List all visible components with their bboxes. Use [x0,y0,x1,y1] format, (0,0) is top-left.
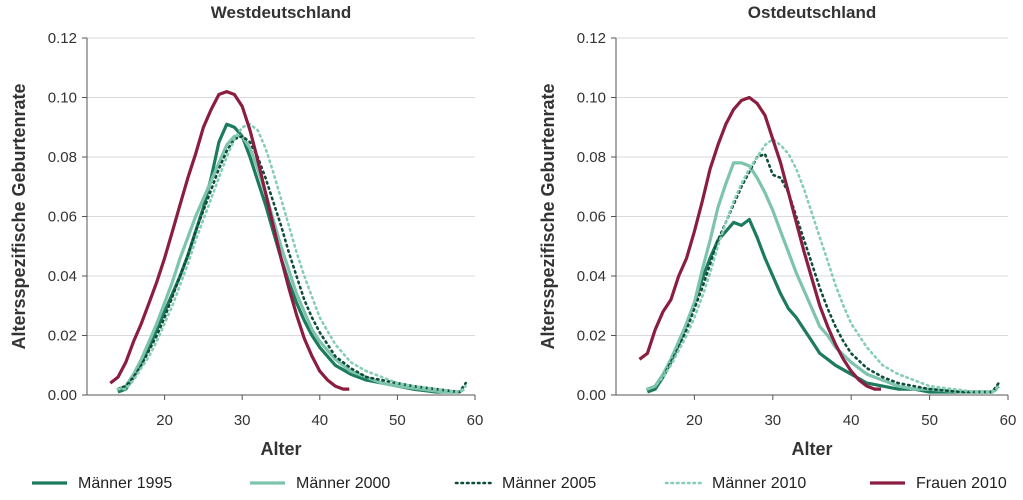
legend-item: Männer 1995 [32,475,172,492]
y-tick-label: 0.06 [577,209,606,226]
y-tick-label: 0.10 [577,90,606,107]
series-line-m-nner-2010 [116,123,467,394]
y-tick-label: 0.00 [48,387,77,404]
chart-title: Ostdeutschland [748,3,876,22]
y-tick-label: 0.08 [48,149,77,166]
y-tick-label: 0.02 [48,328,77,345]
panel-west: Westdeutschland 0.00 0.02 0.04 0.06 0.08 0.10 0… [9,3,483,459]
legend-label: Frauen 2010 [916,475,1007,492]
x-axis-label: Alter [791,439,832,459]
series-line-m-nner-1995 [117,122,465,394]
x-tick-label: 40 [843,412,860,429]
series-line-m-nner-2005 [116,134,467,394]
legend-item: Männer 2005 [454,475,596,492]
legend-label: Männer 2005 [502,475,596,492]
y-tick-label: 0.02 [577,328,606,345]
legend-item: Männer 2010 [664,475,806,492]
y-tick-label: 0.06 [48,209,77,226]
series-line-m-nner-2010 [646,137,1000,394]
y-tick-label: 0.12 [577,30,606,47]
y-tick-label: 0.04 [577,268,606,285]
legend-item: Frauen 2010 [870,475,1007,492]
legend-item: Männer 2000 [250,475,390,492]
x-tick-label: 30 [234,412,251,429]
legend-label: Männer 1995 [78,475,172,492]
legend-label: Männer 2010 [712,475,806,492]
chart-title: Westdeutschland [211,3,351,22]
legend: Männer 1995 Männer 2000 Männer 2005 Männer … [32,475,1007,492]
y-tick-label: 0.04 [48,268,77,285]
x-tick-label: 60 [1000,412,1017,429]
series-line-frauen-2010 [109,90,350,391]
x-tick-label: 30 [764,412,781,429]
x-tick-label: 50 [921,412,938,429]
y-tick-label: 0.08 [577,149,606,166]
x-tick-label: 40 [311,412,328,429]
x-tick-label: 60 [467,412,484,429]
x-tick-label: 20 [686,412,703,429]
x-tick-label: 50 [389,412,406,429]
series-line-frauen-2010 [638,95,881,391]
y-axis-label: Altersspezifische Geburtenrate [9,83,29,349]
series-line-m-nner-2000 [117,134,465,394]
series-line-m-nner-2000 [646,161,998,394]
series-line-m-nner-2005 [646,152,1000,394]
y-axis-label: Altersspezifische Geburtenrate [538,83,558,349]
legend-label: Männer 2000 [296,475,390,492]
y-tick-label: 0.00 [577,387,606,404]
x-axis-label: Alter [260,439,301,459]
y-tick-label: 0.10 [48,90,77,107]
y-tick-label: 0.12 [48,30,77,47]
x-tick-label: 20 [156,412,173,429]
panel-east: Ostdeutschland 0.00 0.02 0.04 0.06 0.08 0.10 0.… [538,3,1016,459]
